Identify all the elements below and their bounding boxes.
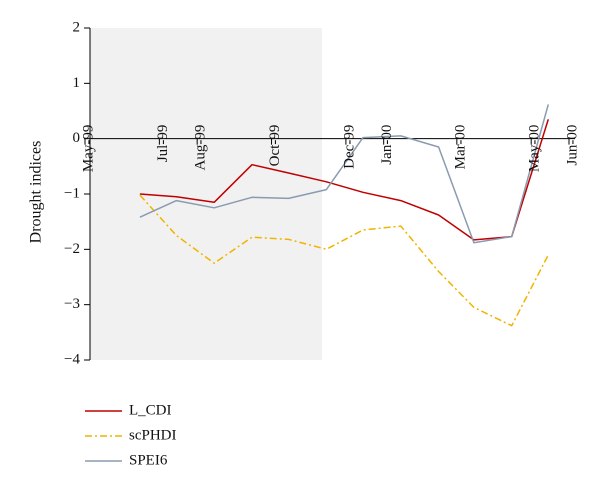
series-layer xyxy=(139,104,550,327)
x-tick-label: Aug-99 xyxy=(193,125,209,171)
y-tick-label: −1 xyxy=(64,185,80,201)
x-tick-label: Jul-99 xyxy=(155,125,171,162)
x-tick-label: Mar-00 xyxy=(452,125,468,170)
axes xyxy=(84,27,575,361)
series-line-spei6 xyxy=(139,104,550,244)
y-tick-label: 1 xyxy=(73,75,81,91)
y-tick-label: −2 xyxy=(64,241,80,257)
x-tick-label: Oct-99 xyxy=(267,125,283,167)
y-axis-title: Drought indices xyxy=(28,141,45,244)
x-tick-label: May-99 xyxy=(80,125,96,172)
x-tick-label: May-00 xyxy=(527,125,543,172)
y-tick-label: −4 xyxy=(64,351,80,367)
plot-shaded-background xyxy=(90,28,322,360)
legend-label: scPHDI xyxy=(129,427,177,443)
x-tick-label: Jan-00 xyxy=(379,125,395,165)
legend-label: SPEI6 xyxy=(129,452,168,468)
tick-labels: −4 −3 −2 −1 0 1 2 May-99 Jul-99 Aug-99 Oct-99 Dec-9… xyxy=(64,19,580,367)
legend: L_CDI scPHDI SPEI6 xyxy=(85,402,177,468)
series-line-l-cdi xyxy=(139,119,550,241)
legend-label: L_CDI xyxy=(129,402,172,418)
y-tick-label: 2 xyxy=(73,19,81,35)
x-tick-label: Dec-99 xyxy=(341,125,357,169)
y-tick-label: −3 xyxy=(64,296,80,312)
x-tick-label: Jun-00 xyxy=(564,125,580,166)
series-line-scphdi xyxy=(139,194,549,327)
y-tick-label: 0 xyxy=(73,130,81,146)
